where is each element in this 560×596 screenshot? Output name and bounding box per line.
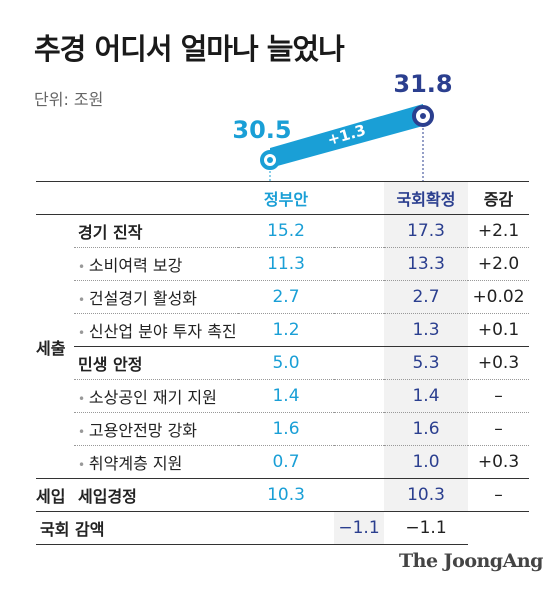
nat-value: 1.3 — [384, 313, 468, 347]
gov-value: 11.3 — [238, 247, 334, 281]
row-label: 소비여력 보강 — [74, 247, 238, 281]
group-label-seip: 세입 — [36, 478, 74, 512]
inc-value: +0.02 — [468, 280, 529, 314]
table-row: 민생 안정 5.0 5.3 +0.3 — [36, 346, 529, 380]
gap-cell — [334, 214, 384, 248]
row-label: 세입경정 — [74, 478, 238, 512]
nat-value: 1.4 — [384, 379, 468, 413]
unit-label: 단위: 조원 — [34, 90, 104, 109]
gov-value-label: 30.5 — [232, 116, 291, 144]
gov-value: 5.0 — [238, 346, 334, 380]
table-row: 취약계층 지원0.7 1.0+0.3 — [36, 445, 529, 479]
gov-value: 0.7 — [238, 445, 334, 479]
inc-value: – — [468, 379, 529, 413]
gov-value: 15.2 — [238, 214, 334, 248]
gov-value: 1.6 — [238, 412, 334, 446]
gap-cell — [334, 346, 384, 380]
nat-value: 17.3 — [384, 214, 468, 248]
chart-title: 추경 어디서 얼마나 늘었나 — [34, 32, 345, 66]
publisher-logo: The JoongAng — [399, 550, 543, 572]
table-row: 세입 세입경정 10.3 10.3– — [36, 478, 529, 512]
header-inc: 증감 — [468, 181, 529, 215]
inc-value: – — [468, 478, 529, 512]
header-gov: 정부안 — [238, 181, 334, 215]
inc-value: +2.0 — [468, 247, 529, 281]
gap-cell — [334, 412, 384, 446]
gap-cell — [334, 379, 384, 413]
inc-value: +2.1 — [468, 214, 529, 248]
gov-point-dot — [267, 157, 273, 163]
nat-value: 5.3 — [384, 346, 468, 380]
table-header-row: 정부안 국회확정 증감 — [36, 181, 529, 215]
gap-cell — [334, 280, 384, 314]
header-empty-cat — [74, 181, 238, 215]
header-gap — [334, 181, 384, 215]
row-label: 경기 진작 — [74, 214, 238, 248]
group-label-sechul: 세출 — [36, 214, 74, 479]
table-row: 국회 감액 −1.1 −1.1 — [36, 511, 529, 545]
row-label: 민생 안정 — [74, 346, 238, 380]
inc-value: +0.1 — [468, 313, 529, 347]
gov-value: 1.4 — [238, 379, 334, 413]
table-row: 세출 경기 진작 15.2 17.3 +2.1 — [36, 214, 529, 479]
nat-point-dot — [420, 113, 426, 119]
nat-value: 1.6 — [384, 412, 468, 446]
gap-cell — [334, 247, 384, 281]
change-band-shape — [270, 104, 423, 168]
comparison-chart: 30.5 31.8 +1.3 — [232, 70, 453, 183]
gov-value: 2.7 — [238, 280, 334, 314]
inc-value: +0.3 — [468, 346, 529, 380]
row-label-cut: 국회 감액 — [36, 511, 238, 545]
row-label: 고용안전망 강화 — [74, 412, 238, 446]
row-label: 신산업 분야 투자 촉진 — [74, 313, 238, 347]
row-label: 건설경기 활성화 — [74, 280, 238, 314]
gap-cell — [238, 511, 334, 545]
nat-value: 2.7 — [384, 280, 468, 314]
row-label: 소상공인 재기 지원 — [74, 379, 238, 413]
inc-value: – — [468, 412, 529, 446]
gap-cell — [334, 313, 384, 347]
nat-value: 13.3 — [384, 247, 468, 281]
row-label: 취약계층 지원 — [74, 445, 238, 479]
nat-value: 10.3 — [384, 478, 468, 512]
gov-value: 10.3 — [238, 478, 334, 512]
table-row: 신산업 분야 투자 촉진1.2 1.3+0.1 — [36, 313, 529, 347]
header-empty — [36, 181, 74, 215]
nat-value: 1.0 — [384, 445, 468, 479]
header-nat: 국회확정 — [384, 181, 468, 215]
change-band — [270, 104, 423, 168]
inc-value: +0.3 — [468, 445, 529, 479]
gap-cell — [334, 478, 384, 512]
nat-value: −1.1 — [334, 511, 384, 545]
table-row: 소상공인 재기 지원1.41.4– — [36, 379, 529, 413]
table-row: 고용안전망 강화1.61.6– — [36, 412, 529, 446]
nat-value-label: 31.8 — [393, 70, 452, 98]
inc-value: −1.1 — [384, 511, 468, 545]
gov-value: 1.2 — [238, 313, 334, 347]
gap-cell — [334, 445, 384, 479]
